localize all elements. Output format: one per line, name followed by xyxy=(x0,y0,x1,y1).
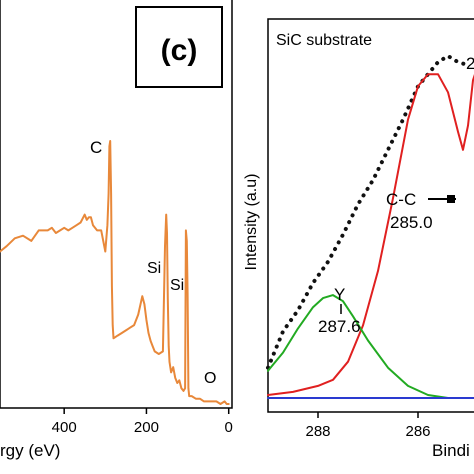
survey-x-tick-label-2: 0 xyxy=(225,419,233,436)
c1s-plot: 288 286 xyxy=(266,54,474,440)
peak-position-y: 287.6 xyxy=(318,317,361,336)
peak-label-si-1: Si xyxy=(147,260,161,277)
panel-label: (c) xyxy=(161,34,198,67)
peak-label-o: O xyxy=(204,370,216,387)
x-axis-label-right: Bindi xyxy=(432,441,470,460)
peak-label-c: C xyxy=(90,138,102,157)
c1s-series-2 xyxy=(267,294,469,399)
panel-label-box xyxy=(135,6,223,88)
survey-plot: 400 200 0 xyxy=(0,140,233,436)
cc-marker-square xyxy=(447,195,455,203)
peak-label-partial: 2 xyxy=(466,54,474,73)
c1s-series-0 xyxy=(266,54,470,370)
c1s-x-tick-label-0: 288 xyxy=(305,423,330,440)
peak-label-y: Y xyxy=(334,285,345,304)
x-axis-label-left: rgy (eV) xyxy=(0,441,60,460)
survey-series-0 xyxy=(0,140,230,405)
peak-label-cc: C-C xyxy=(386,190,416,209)
c1s-x-tick-label-1: 286 xyxy=(405,423,430,440)
panel-c1s: SiC substrate Intensity (a.u) 288 286 2 C… xyxy=(243,18,474,460)
survey-x-tick-label-1: 200 xyxy=(134,419,159,436)
y-axis-label: Intensity (a.u) xyxy=(243,174,260,271)
panel-c: (c) 400 200 0 C Si Si O rgy (eV) xyxy=(0,0,233,460)
chart-title: SiC substrate xyxy=(276,32,372,49)
panel-c1s-frame xyxy=(267,18,474,413)
survey-x-tick-label-0: 400 xyxy=(52,419,77,436)
peak-position-cc: 285.0 xyxy=(390,213,433,232)
panel-c-frame xyxy=(0,0,233,409)
peak-label-si-2: Si xyxy=(170,277,184,294)
c1s-series-1 xyxy=(267,73,474,396)
